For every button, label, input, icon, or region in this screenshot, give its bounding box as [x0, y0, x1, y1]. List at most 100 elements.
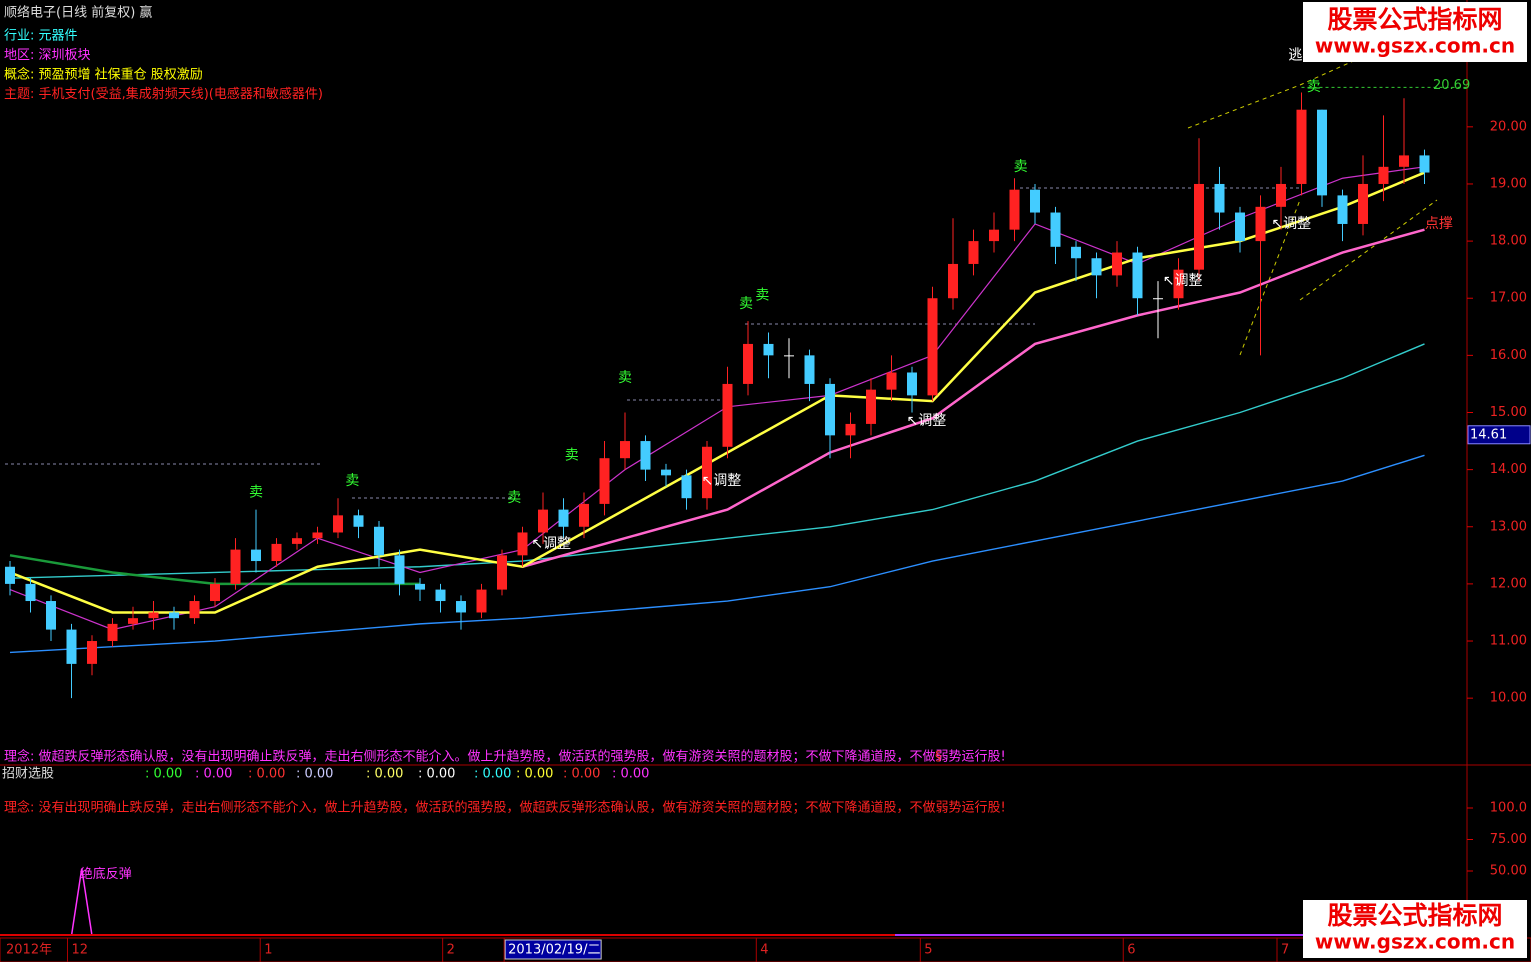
candle-body	[1235, 212, 1245, 242]
time-label: 12	[72, 943, 89, 958]
annotation: 点撑	[1425, 216, 1453, 232]
candle-body	[251, 549, 261, 562]
candle-body	[1132, 252, 1143, 299]
dashed-line	[1299, 57, 1361, 86]
candle-body	[456, 601, 466, 613]
annotation: ↖调整	[1271, 216, 1311, 232]
year-label: 2012年	[6, 943, 52, 958]
candle-body	[107, 623, 118, 642]
info-line: 主题: 手机支付(受益,集成射频天线)(电感器和敏感器件)	[4, 86, 323, 102]
candle-body	[702, 446, 712, 499]
y-tick-label: 18.00	[1490, 234, 1527, 249]
candle-body	[845, 423, 856, 436]
sub-title: 招财选股	[2, 767, 54, 782]
candle-body	[292, 538, 302, 544]
candle-body	[374, 526, 384, 556]
candle-body	[1112, 252, 1122, 276]
candle-body	[1091, 258, 1102, 276]
annotation: 卖	[345, 473, 359, 489]
candle-body	[886, 372, 897, 390]
annotation: 卖	[507, 490, 521, 506]
candle-body	[1009, 189, 1020, 230]
watermark-title: 股票公式指标网	[1327, 901, 1502, 930]
resistance-lines	[5, 187, 1300, 499]
candle-body	[333, 515, 343, 533]
signal-label: 绝底反弹	[80, 866, 132, 882]
y-tick-label: 16.00	[1490, 348, 1527, 363]
candle-body	[394, 555, 405, 584]
candle-body	[1276, 183, 1286, 207]
candle-body	[661, 469, 671, 476]
candle-body	[271, 543, 282, 562]
annotation: 卖	[755, 287, 769, 303]
watermark-title: 股票公式指标网	[1327, 5, 1502, 34]
candle-body	[415, 583, 425, 590]
annotation: 逃	[1288, 47, 1302, 63]
annotation: ↖调整	[906, 413, 946, 429]
candle-body	[1358, 183, 1368, 224]
ma-line	[9, 454, 1425, 654]
readout: : 0.00	[563, 767, 600, 782]
annotation: 卖	[1014, 159, 1028, 175]
candle-body	[784, 355, 794, 357]
candle-body	[763, 343, 774, 356]
candle-body	[1214, 183, 1225, 213]
candle-body	[1419, 155, 1430, 173]
candle-body	[579, 503, 589, 527]
readout: : 0.00	[248, 767, 285, 782]
last-price-label: 14.61	[1470, 427, 1507, 442]
y-tick-label: 20.00	[1490, 119, 1527, 134]
readout: : 0.00	[366, 767, 403, 782]
watermark-bottom: 股票公式指标网 www.gszx.com.cn	[1303, 900, 1527, 958]
candle-body	[640, 441, 651, 470]
candle-body	[46, 601, 56, 630]
candle-body	[5, 566, 15, 584]
candle-body	[1050, 212, 1061, 247]
candle-body	[1030, 189, 1040, 213]
readout: : 0.00	[474, 767, 511, 782]
watermark-box	[1303, 900, 1527, 958]
annotation: ↖调整	[1163, 273, 1203, 289]
candle-body	[1378, 166, 1389, 184]
candle-body	[1255, 206, 1266, 242]
y-tick-label: 10.00	[1490, 691, 1527, 706]
candle-body	[435, 589, 446, 602]
info-line: 概念: 预盈预增 社保重仓 股权激励	[4, 67, 203, 83]
sub-note: 理念: 没有出现明确止跌反弹，走出右侧形态不能介入，做上升趋势股，做活跃的强势股…	[4, 800, 1006, 816]
info-line: 地区: 深圳板块	[4, 48, 91, 63]
candle-body	[599, 458, 610, 504]
readout: : 0.00	[145, 767, 182, 782]
signal-spike	[71, 868, 93, 935]
time-axis	[0, 937, 1531, 962]
time-label: 1	[264, 943, 272, 958]
y-tick-label: 12.00	[1490, 576, 1527, 591]
time-label: 2	[447, 943, 455, 958]
candle-body	[948, 263, 958, 299]
watermark-top: 股票公式指标网 www.gszx.com.cn	[1303, 2, 1527, 62]
candle-body	[210, 583, 220, 602]
watermark-url: www.gszx.com.cn	[1315, 930, 1515, 954]
annotation: 卖	[618, 370, 632, 386]
section-mark: §	[935, 750, 942, 765]
candle-body	[620, 441, 630, 459]
candle-body	[1337, 195, 1348, 224]
time-label: 5	[924, 943, 932, 958]
watermark-url: www.gszx.com.cn	[1315, 34, 1515, 58]
y-tick-label: 15.00	[1490, 405, 1527, 420]
dashed-line	[1239, 199, 1301, 356]
candle-body	[722, 383, 733, 447]
ma-line	[9, 343, 1425, 579]
annotation: ↖调整	[531, 536, 571, 552]
candle-body	[681, 475, 692, 499]
candle-body	[353, 515, 364, 527]
candle-body	[87, 641, 97, 664]
time-label: 6	[1127, 943, 1135, 958]
readout: : 0.00	[516, 767, 553, 782]
time-label: 4	[760, 943, 768, 958]
candle-body	[1317, 109, 1327, 196]
candle-body	[497, 555, 507, 590]
readout: : 0.00	[418, 767, 455, 782]
candle-body	[866, 389, 876, 424]
